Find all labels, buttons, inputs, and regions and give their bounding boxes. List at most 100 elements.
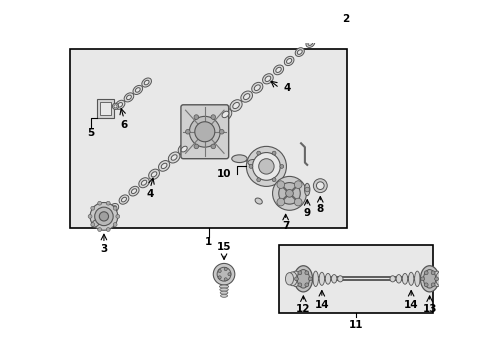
Ellipse shape [295,48,304,57]
Bar [70,49,346,228]
Circle shape [213,264,234,285]
Ellipse shape [161,163,166,168]
Text: 10: 10 [217,169,231,179]
Ellipse shape [255,198,262,204]
Circle shape [91,222,95,226]
Ellipse shape [423,270,435,288]
Ellipse shape [139,178,149,188]
Circle shape [210,144,215,149]
Text: 15: 15 [216,242,231,252]
Circle shape [224,278,227,281]
Ellipse shape [135,88,140,92]
Circle shape [219,130,224,134]
Circle shape [194,144,198,149]
FancyBboxPatch shape [181,105,228,159]
Circle shape [185,130,190,134]
Circle shape [258,159,274,174]
Circle shape [194,122,214,142]
Text: 3: 3 [100,244,107,254]
Circle shape [430,283,434,287]
Text: 9: 9 [303,208,310,217]
Ellipse shape [427,270,439,287]
Circle shape [218,276,221,279]
Circle shape [189,116,220,147]
Ellipse shape [91,220,100,227]
Ellipse shape [407,272,413,285]
Text: 4: 4 [283,83,290,93]
Circle shape [91,206,95,210]
Ellipse shape [251,82,263,93]
Ellipse shape [168,152,180,163]
Ellipse shape [285,273,293,285]
Circle shape [218,270,221,273]
Circle shape [294,181,302,189]
Circle shape [424,283,427,287]
Circle shape [305,271,308,275]
Ellipse shape [312,271,318,287]
Circle shape [279,165,283,168]
Circle shape [297,283,301,287]
Circle shape [276,198,284,206]
Ellipse shape [297,50,302,54]
Text: 14: 14 [403,300,418,310]
Text: 2: 2 [342,14,349,24]
Ellipse shape [151,172,157,177]
Circle shape [224,267,227,271]
Ellipse shape [243,94,249,100]
Circle shape [227,273,230,276]
Ellipse shape [171,155,177,160]
Circle shape [313,179,326,193]
Circle shape [256,178,260,182]
Circle shape [272,178,275,182]
Circle shape [430,271,434,275]
Circle shape [316,182,324,189]
Circle shape [297,271,301,275]
Circle shape [256,151,260,155]
Ellipse shape [109,203,119,212]
Circle shape [305,187,309,192]
Ellipse shape [320,26,330,35]
Ellipse shape [297,269,311,289]
Ellipse shape [126,95,131,100]
Ellipse shape [254,85,260,90]
Ellipse shape [304,183,309,195]
Circle shape [88,215,92,218]
Ellipse shape [305,39,314,48]
Ellipse shape [181,146,187,152]
Ellipse shape [247,159,258,166]
Ellipse shape [273,65,283,75]
Ellipse shape [241,91,252,102]
Ellipse shape [115,100,124,109]
Text: 4: 4 [146,189,154,199]
Ellipse shape [414,271,419,287]
Circle shape [248,165,252,168]
Ellipse shape [307,41,312,45]
Circle shape [278,183,300,204]
Text: 14: 14 [314,300,328,310]
Ellipse shape [131,189,136,194]
Circle shape [194,115,198,120]
Ellipse shape [231,155,246,163]
Ellipse shape [284,57,293,66]
Bar [279,245,432,313]
Circle shape [99,212,108,221]
Ellipse shape [158,161,169,171]
Ellipse shape [389,276,395,282]
Circle shape [294,198,302,206]
Ellipse shape [114,105,117,108]
Ellipse shape [286,59,291,63]
Ellipse shape [293,266,312,292]
Ellipse shape [431,271,442,287]
Circle shape [217,267,230,281]
Ellipse shape [395,275,401,283]
Circle shape [272,176,306,210]
Bar [97,99,114,118]
Circle shape [98,228,102,231]
Text: 13: 13 [422,304,436,314]
Ellipse shape [148,169,159,180]
Ellipse shape [439,273,447,285]
Circle shape [272,151,275,155]
Ellipse shape [287,272,297,286]
Ellipse shape [232,103,239,109]
Text: 5: 5 [87,128,94,138]
